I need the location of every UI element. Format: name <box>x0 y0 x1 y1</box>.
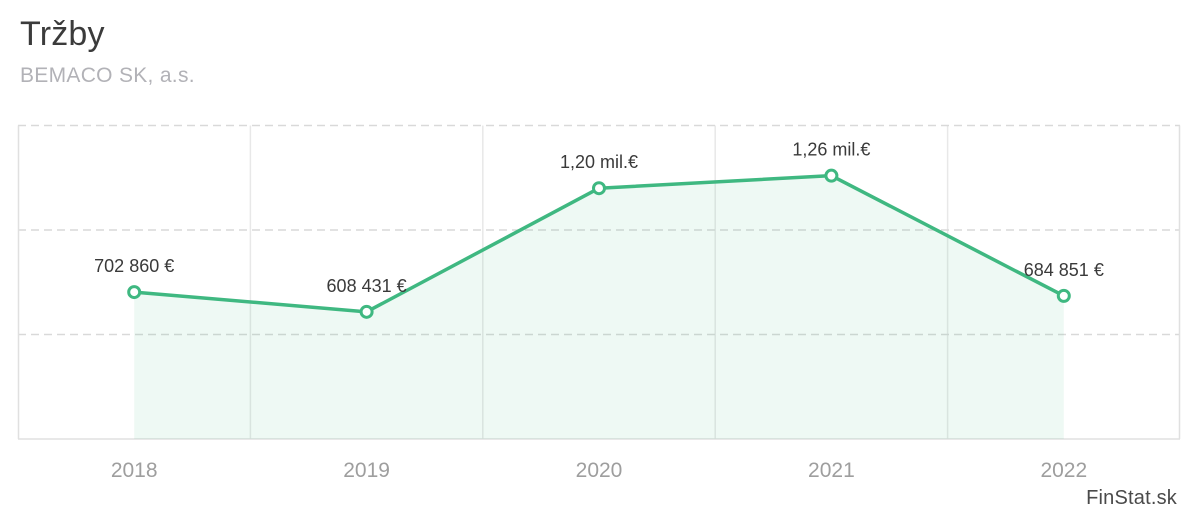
data-point-marker[interactable] <box>592 181 606 196</box>
company-name: BEMACO SK, a.s. <box>20 63 195 87</box>
data-point-marker[interactable] <box>824 168 839 183</box>
x-axis-label: 2020 <box>576 459 623 482</box>
x-axis-label: 2021 <box>808 459 855 482</box>
page-title: Tržby <box>20 15 105 53</box>
data-point-marker[interactable] <box>359 304 374 319</box>
data-point-label: 608 431 € <box>327 276 407 296</box>
x-axis-label: 2018 <box>111 459 158 482</box>
data-point-label: 1,26 mil.€ <box>792 140 870 160</box>
x-axis-label: 2022 <box>1040 459 1087 482</box>
chart-header: Tržby BEMACO SK, a.s. <box>20 14 195 88</box>
data-point-label: 702 860 € <box>94 256 174 276</box>
data-point-label: 684 851 € <box>1024 260 1104 280</box>
data-point-marker[interactable] <box>1056 288 1071 303</box>
finstat-watermark: FinStat.sk <box>1086 487 1177 509</box>
x-axis-label: 2019 <box>343 459 390 482</box>
data-point-label: 1,20 mil.€ <box>560 152 638 172</box>
data-point-marker[interactable] <box>127 285 142 300</box>
series-area-fill <box>134 175 1064 439</box>
